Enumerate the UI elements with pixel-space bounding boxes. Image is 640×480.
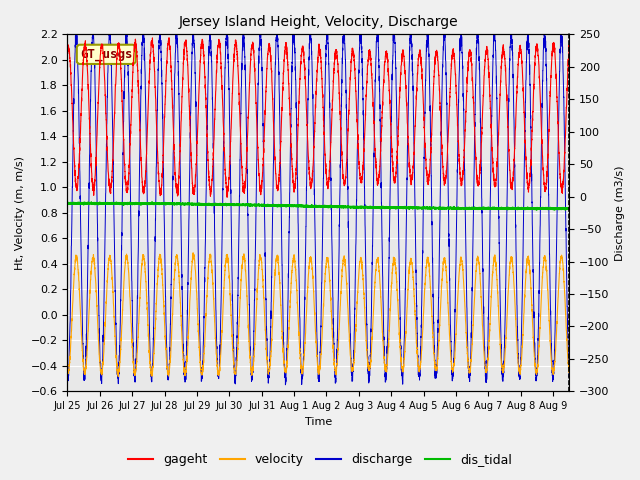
gageht — [365, 57, 372, 62]
gageht — [165, 35, 173, 41]
discharge — [155, 54, 163, 60]
discharge — [438, 83, 446, 88]
discharge — [365, 373, 372, 379]
discharge — [63, 375, 71, 381]
discharge — [290, 24, 298, 30]
Legend: gageht, velocity, discharge, dis_tidal: gageht, velocity, discharge, dis_tidal — [123, 448, 517, 471]
dis_tidal — [532, 207, 540, 213]
gageht — [63, 48, 71, 54]
dis_tidal — [155, 201, 163, 206]
gageht — [255, 176, 263, 181]
gageht — [390, 175, 398, 180]
discharge — [476, 101, 484, 107]
dis_tidal — [390, 205, 397, 211]
Line: gageht: gageht — [67, 38, 569, 197]
gageht — [438, 152, 446, 157]
dis_tidal — [476, 205, 484, 211]
velocity — [189, 250, 197, 256]
velocity — [255, 259, 263, 264]
velocity — [438, 276, 446, 282]
X-axis label: Time: Time — [305, 417, 332, 427]
gageht — [155, 171, 163, 177]
Title: Jersey Island Height, Velocity, Discharge: Jersey Island Height, Velocity, Discharg… — [179, 15, 458, 29]
dis_tidal — [438, 205, 446, 211]
gageht — [476, 161, 484, 167]
Line: velocity: velocity — [67, 253, 569, 377]
discharge — [282, 382, 289, 388]
gageht — [565, 48, 573, 53]
velocity — [476, 275, 484, 280]
Line: dis_tidal: dis_tidal — [67, 202, 569, 210]
discharge — [390, 33, 398, 39]
discharge — [255, 45, 263, 51]
Text: GT_usgs: GT_usgs — [80, 48, 132, 61]
Line: discharge: discharge — [67, 27, 569, 385]
gageht — [223, 194, 231, 200]
dis_tidal — [365, 204, 372, 210]
velocity — [390, 258, 398, 264]
discharge — [565, 373, 573, 379]
velocity — [365, 367, 372, 372]
velocity — [565, 368, 573, 374]
velocity — [155, 261, 163, 267]
Y-axis label: Discharge (m3/s): Discharge (m3/s) — [615, 165, 625, 261]
velocity — [115, 374, 122, 380]
dis_tidal — [148, 199, 156, 205]
dis_tidal — [565, 206, 573, 212]
dis_tidal — [255, 203, 263, 208]
Y-axis label: Ht, Velocity (m, m/s): Ht, Velocity (m, m/s) — [15, 156, 25, 270]
dis_tidal — [63, 201, 71, 206]
velocity — [63, 369, 71, 374]
